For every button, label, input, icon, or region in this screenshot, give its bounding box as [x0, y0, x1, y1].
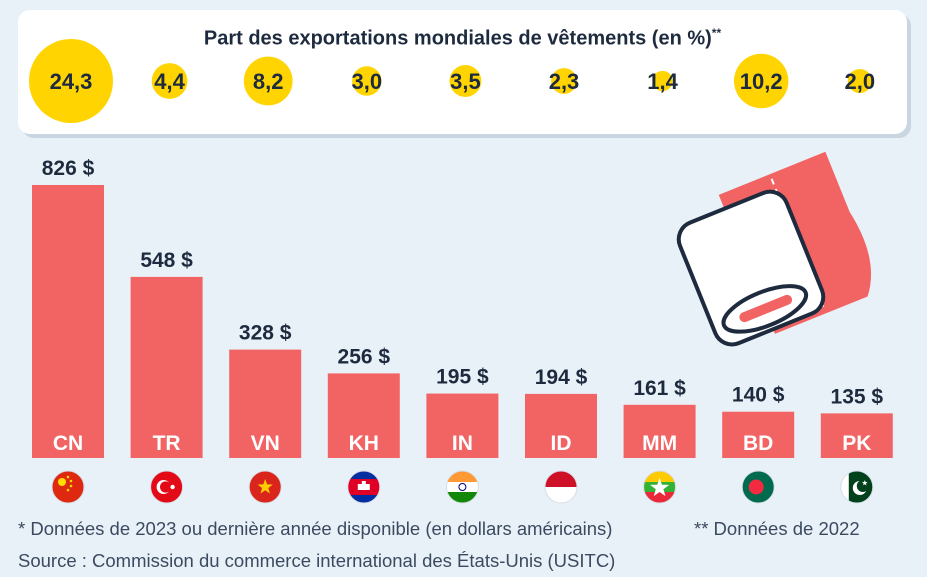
- bar-id: [525, 393, 597, 458]
- bar-value-label: 140 $: [732, 384, 785, 407]
- category-label: PK: [842, 432, 871, 455]
- footnote-2022: ** Données de 2022: [694, 518, 860, 539]
- bar-value-label: 548 $: [140, 249, 193, 272]
- share-bubble-mm: [652, 70, 673, 92]
- bar-vn: [229, 349, 302, 458]
- export-share-title: Part des exportations mondiales de vêtem…: [203, 26, 722, 50]
- category-label: KH: [349, 432, 379, 455]
- share-value-label: 10,2: [740, 69, 783, 94]
- flag-pk-icon: [840, 470, 874, 504]
- flag-vn-icon: [248, 470, 282, 504]
- flag-bd-icon: [741, 470, 775, 504]
- bar-value-label: 256 $: [338, 345, 391, 368]
- bar-value-label: 135 $: [831, 385, 884, 408]
- source-note: Source : Commission du commerce internat…: [18, 550, 616, 571]
- share-bubble-tr: [151, 63, 188, 99]
- share-bubble-cn: [29, 39, 113, 123]
- bar-tr: [130, 276, 203, 458]
- category-label: CN: [53, 432, 83, 455]
- share-bubble-in: [449, 65, 482, 97]
- share-value-label: 3,0: [352, 69, 383, 94]
- bar-kh: [327, 373, 400, 458]
- bar-bd: [722, 411, 795, 458]
- bar-mm: [623, 404, 696, 458]
- share-bubble-bd: [733, 53, 789, 109]
- bar-value-label: 826 $: [42, 157, 95, 180]
- flag-in-icon: [445, 470, 479, 504]
- share-bubble-pk: [847, 68, 872, 94]
- category-label: TR: [153, 432, 181, 455]
- share-value-label: 24,3: [50, 69, 93, 94]
- share-bubble-kh: [352, 66, 382, 96]
- share-value-label: 4,4: [154, 69, 185, 94]
- share-bubble-vn: [243, 56, 293, 106]
- share-value-label: 2,3: [549, 69, 580, 94]
- bar-in: [426, 393, 499, 458]
- category-label: ID: [551, 432, 572, 455]
- bar-value-label: 328 $: [239, 322, 292, 345]
- bar-pk: [820, 413, 893, 458]
- category-label: IN: [452, 432, 473, 455]
- share-value-label: 3,5: [450, 69, 481, 94]
- category-label: MM: [642, 432, 677, 455]
- share-value-label: 8,2: [253, 69, 284, 94]
- flag-kh-icon: [347, 470, 381, 504]
- bar-value-label: 195 $: [436, 366, 489, 389]
- share-value-label: 2,0: [845, 69, 876, 94]
- flag-tr-icon: [150, 470, 184, 504]
- bar-value-label: 194 $: [535, 366, 588, 389]
- flag-cn-icon: [51, 470, 85, 504]
- flag-mm-icon: [643, 470, 677, 504]
- flag-id-icon: [544, 470, 578, 504]
- category-label: BD: [743, 432, 773, 455]
- fabric-roll-icon: [676, 151, 872, 347]
- share-value-label: 1,4: [647, 69, 678, 94]
- footnote-data-year: * Données de 2023 ou dernière année disp…: [18, 518, 613, 539]
- share-bubble-id: [551, 68, 577, 94]
- bar-value-label: 161 $: [633, 377, 686, 400]
- bar-cn: [32, 185, 104, 458]
- category-label: VN: [251, 432, 280, 455]
